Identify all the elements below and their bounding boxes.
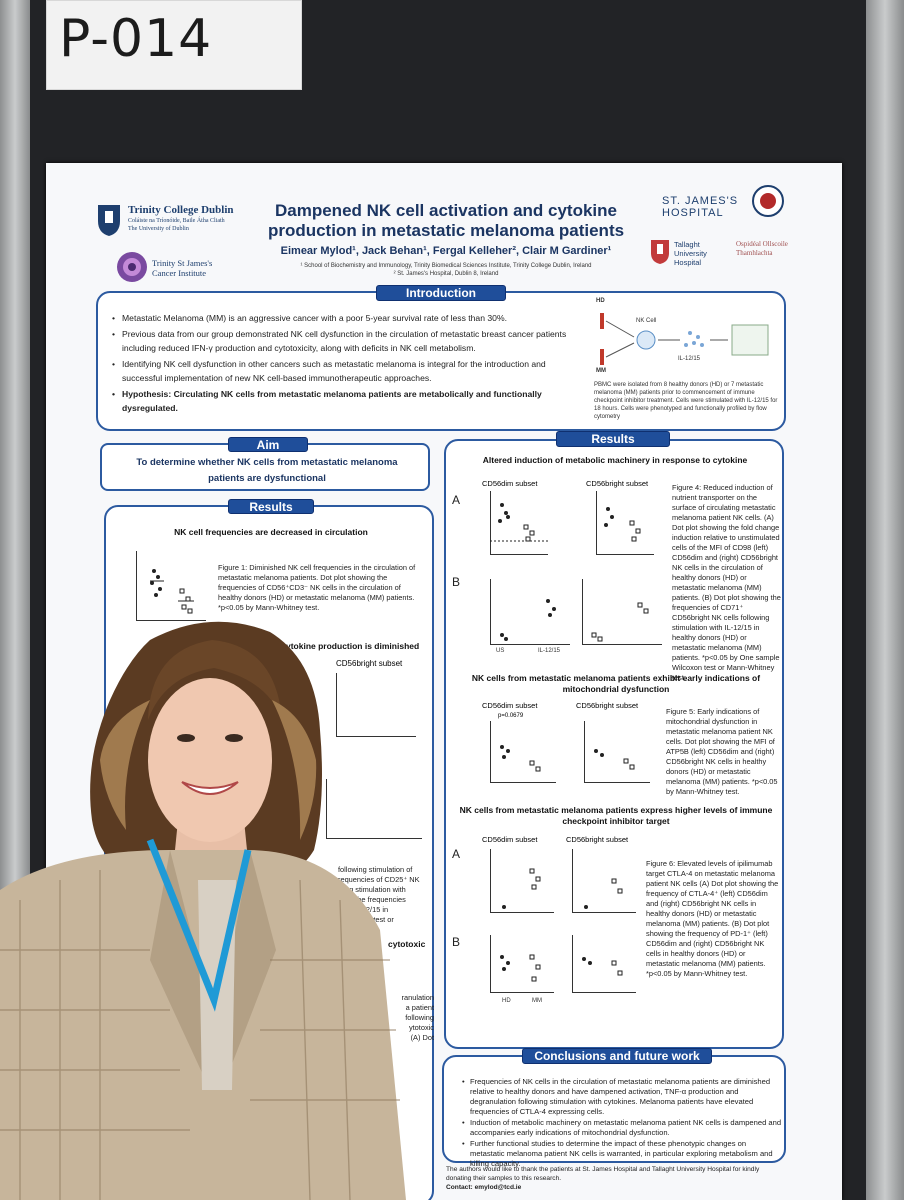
poster-title: Dampened NK cell activation and cytokine… bbox=[267, 201, 625, 240]
tcd-sub: The University of Dublin bbox=[128, 226, 189, 232]
nk-workflow-icon bbox=[600, 313, 769, 365]
hospital-seal-icon bbox=[752, 185, 784, 217]
fig4-subset-dim: CD56dim subset bbox=[482, 479, 538, 488]
cancer-institute-logo bbox=[116, 251, 148, 288]
left-sec1-title: NK cell frequencies are decreased in cir… bbox=[174, 527, 368, 537]
fig4a-left-plot bbox=[490, 491, 548, 555]
fig5-pval: p=0.0679 bbox=[498, 713, 524, 719]
fig6-subset-bright: CD56bright subset bbox=[566, 835, 629, 844]
booth-number-card: P-014 bbox=[46, 0, 302, 90]
results-right-box: Altered induction of metabolic machinery… bbox=[444, 439, 784, 1049]
right-sec2-title: NK cells from metastatic melanoma patien… bbox=[471, 673, 761, 694]
introduction-box: Metastatic Melanoma (MM) is an aggressiv… bbox=[96, 291, 786, 431]
fig6b-right-plot bbox=[572, 935, 636, 993]
fig4-label-b: B bbox=[452, 575, 461, 589]
left-sec3-frag: cytotoxic bbox=[388, 939, 426, 949]
booth-number: P-014 bbox=[59, 9, 213, 69]
frame-post-left bbox=[0, 0, 30, 1200]
tallaght-name: Tallaght University Hospital bbox=[674, 240, 707, 267]
fig6a-right-plot bbox=[572, 849, 636, 913]
conclusions-box: Frequencies of NK cells in the circulati… bbox=[442, 1055, 786, 1168]
diagram-mm: MM bbox=[596, 368, 606, 374]
introduction-heading: Introduction bbox=[376, 285, 506, 301]
results-left-heading: Results bbox=[228, 499, 314, 514]
fig5-right-plot bbox=[584, 721, 650, 783]
fig6-caption: Figure 6: Elevated levels of ipilimumab … bbox=[646, 859, 779, 978]
left-sec2-subset: CD56bright subset bbox=[336, 659, 403, 668]
fig4-il-label: IL-12/15 bbox=[538, 648, 561, 654]
fig3-plot bbox=[326, 779, 422, 839]
tcd-logo bbox=[96, 203, 122, 242]
stjames-logo-text: ST. JAMES'S HOSPITAL bbox=[662, 195, 739, 219]
fig5-subset-dim: CD56dim subset bbox=[482, 701, 538, 710]
left-sec2-title: ytokine production is diminished bbox=[286, 641, 420, 651]
fig4-label-a: A bbox=[452, 493, 461, 507]
acknowledgements: The authors would like to thank the pati… bbox=[446, 1166, 760, 1191]
diagram-il: IL-12/15 bbox=[678, 356, 701, 362]
fig1-plot bbox=[136, 551, 206, 621]
fig6-mm-label: MM bbox=[532, 998, 542, 1004]
conclusions-heading: Conclusions and future work bbox=[522, 1048, 712, 1064]
fig6-label-a: A bbox=[452, 847, 461, 861]
left-frags: following stimulation of requencies of CD… bbox=[338, 865, 420, 924]
fig1-dots bbox=[150, 569, 194, 614]
fig4b-right-plot bbox=[582, 579, 662, 645]
fig6b-left-plot bbox=[490, 935, 554, 993]
fig6a-left-plot bbox=[490, 849, 554, 913]
poster-authors: Eimear Mylod¹, Jack Behan¹, Fergal Kelle… bbox=[280, 245, 612, 257]
tcd-name: Trinity College Dublin bbox=[128, 204, 234, 216]
results-right-heading: Results bbox=[556, 431, 670, 447]
fig6-label-b: B bbox=[452, 935, 461, 949]
diagram-hd: HD bbox=[596, 298, 605, 304]
left-frags-2: ranulation a patient following ytotoxic (A) … bbox=[401, 993, 434, 1042]
method-diagram bbox=[598, 299, 778, 379]
aim-heading: Aim bbox=[228, 437, 308, 452]
fig4-subset-bright: CD56bright subset bbox=[586, 479, 649, 488]
diagram-caption: PBMC were isolated from 8 healthy donors… bbox=[594, 382, 778, 420]
poster: Trinity College Dublin Coláiste na Tríon… bbox=[46, 163, 842, 1200]
fig6-hd-label: HD bbox=[502, 998, 511, 1004]
fig4-caption: Figure 4: Reduced induction of nutrient … bbox=[672, 483, 781, 682]
cancer-institute-name: Trinity St James's Cancer Institute bbox=[152, 258, 213, 278]
conclusions-bullets: Frequencies of NK cells in the circulati… bbox=[462, 1077, 782, 1170]
right-sec3-title: NK cells from metastatic melanoma patien… bbox=[459, 805, 773, 826]
fig4-us-label: US bbox=[496, 648, 505, 654]
tallaght-logo bbox=[650, 239, 670, 270]
tcd-crest-icon bbox=[98, 205, 120, 236]
fig2-plot bbox=[336, 673, 416, 737]
tcd-irish: Coláiste na Tríonóide, Baile Átha Cliath bbox=[128, 218, 225, 224]
right-sec1-title: Altered induction of metabolic machinery… bbox=[482, 455, 748, 465]
aim-text: To determine whether NK cells from metas… bbox=[136, 457, 398, 484]
frame-post-right bbox=[866, 0, 904, 1200]
tallaght-irish: Ospidéal Ollscoile Thamhlachta bbox=[736, 240, 788, 257]
introduction-bullets: Metastatic Melanoma (MM) is an aggressiv… bbox=[112, 311, 582, 417]
results-left-box: NK cell frequencies are decreased in cir… bbox=[104, 505, 434, 1200]
fig6-subset-dim: CD56dim subset bbox=[482, 835, 538, 844]
fig4a-right-plot bbox=[596, 491, 654, 555]
fig1-caption: Figure 1: Diminished NK cell frequencies… bbox=[218, 563, 416, 612]
fig5-subset-bright: CD56bright subset bbox=[576, 701, 639, 710]
fig5-left-plot bbox=[490, 721, 556, 783]
poster-affiliations: ¹ School of Biochemistry and Immunology,… bbox=[300, 263, 592, 277]
tallaght-crest-icon bbox=[651, 240, 669, 264]
cancer-institute-icon bbox=[117, 252, 147, 282]
fig4b-left-plot bbox=[490, 579, 570, 645]
diagram-nk: NK Cell bbox=[636, 318, 657, 324]
stjames-seal bbox=[752, 185, 784, 222]
fig5-caption: Figure 5: Early indications of mitochond… bbox=[666, 707, 778, 796]
